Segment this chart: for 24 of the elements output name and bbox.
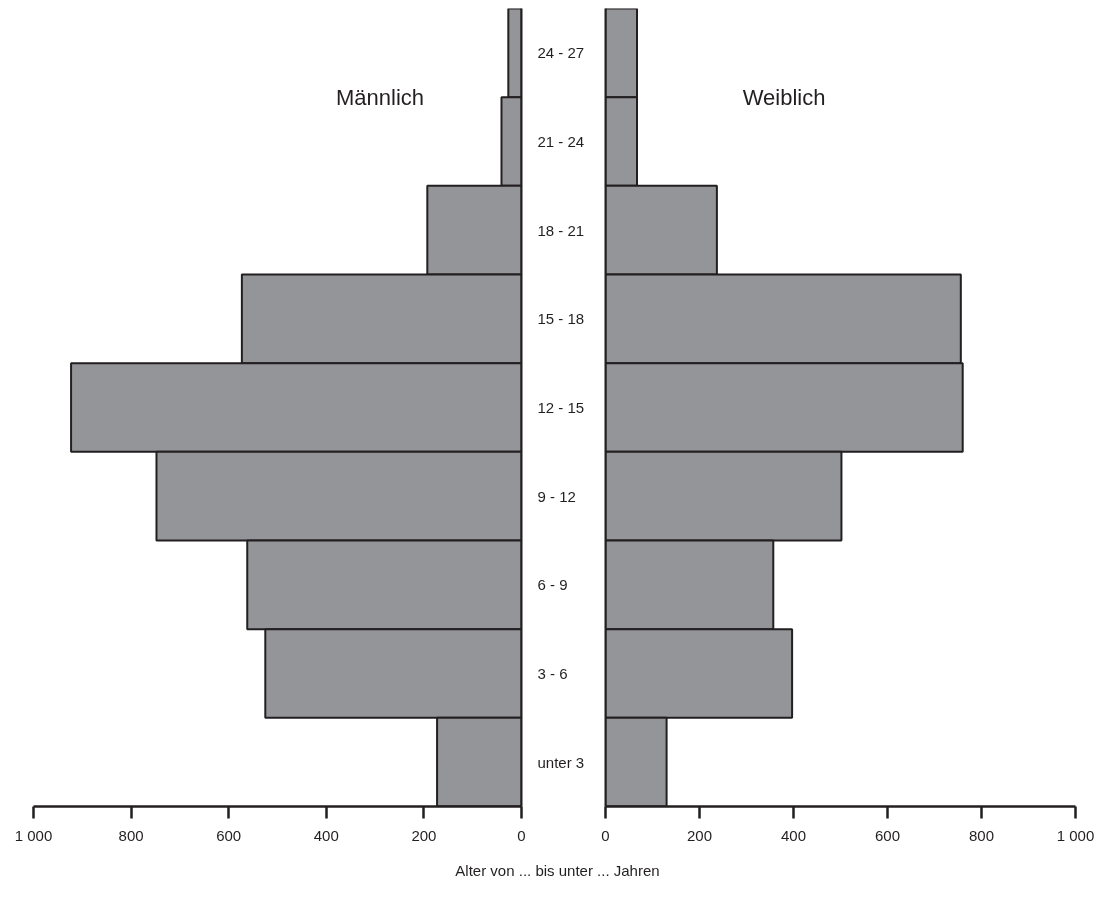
x-tick-label: 200 — [686, 826, 713, 844]
x-tick-label: 0 — [517, 826, 526, 844]
x-tick-label: 600 — [216, 826, 242, 844]
x-tick-label: 0 — [601, 826, 610, 844]
y-tick-label: 3 - 6 — [537, 665, 568, 682]
x-tick-label: 1 000 — [1056, 826, 1095, 844]
y-tick-label: unter 3 — [537, 753, 585, 771]
y-tick-label: 9 - 12 — [537, 487, 576, 505]
y-tick-label: 18 - 21 — [537, 221, 585, 239]
y-axis-title: Alter von ... bis unter ... Jahren — [455, 861, 660, 881]
y-tick-label: 15 - 18 — [537, 310, 585, 328]
y-tick-label: 24 - 27 — [537, 44, 585, 62]
x-tick-label: 1 000 — [14, 826, 53, 844]
x-tick-label: 400 — [313, 826, 339, 844]
x-tick-label: 800 — [968, 826, 995, 844]
x-tick-label: 600 — [874, 826, 901, 844]
x-tick-label: 200 — [411, 826, 437, 844]
text: Männlich — [335, 84, 425, 110]
x-tick-label: 400 — [780, 826, 807, 844]
text: Weiblich — [742, 84, 826, 110]
y-tick-label: 12 - 15 — [537, 399, 585, 416]
y-tick-label: 6 - 9 — [537, 576, 568, 594]
x-tick-label: 800 — [118, 826, 144, 844]
y-tick-label: 21 - 24 — [537, 133, 585, 150]
